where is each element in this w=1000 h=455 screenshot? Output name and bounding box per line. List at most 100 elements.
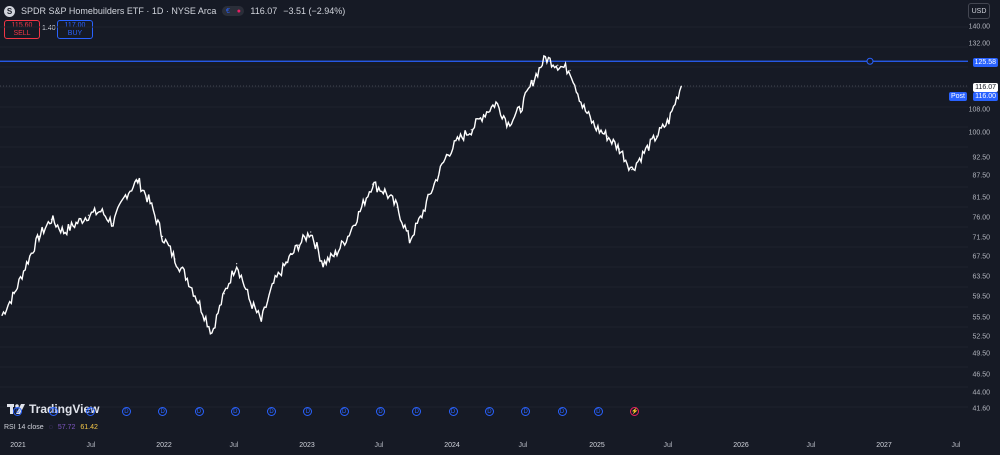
price-tick: 87.50 xyxy=(972,172,990,180)
dividend-marker[interactable]: D xyxy=(557,407,567,416)
sell-button[interactable]: 115.60 SELL xyxy=(4,20,40,39)
price-point xyxy=(63,231,65,233)
dividend-marker[interactable]: D xyxy=(194,407,204,416)
rsi-label: RSI 14 close xyxy=(4,424,44,431)
rsi-value-2: 61.42 xyxy=(80,424,98,431)
dividend-marker[interactable]: D xyxy=(339,407,349,416)
price-point xyxy=(483,113,485,116)
dividend-marker[interactable]: D xyxy=(593,407,603,416)
price-chart[interactable] xyxy=(0,0,968,430)
price-point xyxy=(297,244,299,246)
logo-text: TradingView xyxy=(29,402,100,416)
price-tick: 67.50 xyxy=(972,253,990,261)
time-tick: Jul xyxy=(663,442,673,449)
sell-price: 115.60 xyxy=(11,21,33,29)
time-tick: Jul xyxy=(374,442,384,449)
time-tick: Jul xyxy=(229,442,239,449)
time-tick: 2025 xyxy=(589,442,605,449)
price-point xyxy=(655,135,658,137)
price-point xyxy=(75,222,77,225)
price-point xyxy=(618,148,621,150)
last-quote: 116.07 xyxy=(250,6,278,16)
price-point xyxy=(211,332,213,334)
price-point xyxy=(507,123,509,125)
price-point xyxy=(13,293,15,295)
price-point xyxy=(495,102,497,104)
price-point xyxy=(38,235,40,237)
dividend-marker[interactable]: D xyxy=(230,407,240,416)
price-point xyxy=(87,214,90,216)
price-axis[interactable]: 140.00 132.00 108.00 100.00 92.50 87.50 81.50 7… xyxy=(960,0,1000,425)
price-point xyxy=(446,155,448,157)
price-point xyxy=(371,183,374,185)
post-market-badge: Post xyxy=(948,92,967,101)
eye-icon[interactable]: ● xyxy=(233,6,245,16)
rsi-legend[interactable]: RSI 14 close ◌ 57.72 61.42 xyxy=(4,424,98,431)
price-point xyxy=(186,277,188,279)
price-tick: 100.00 xyxy=(968,129,990,137)
currency-icon[interactable]: € xyxy=(222,6,234,16)
quote-change: −3.51 (−2.94%) xyxy=(283,6,346,16)
price-point xyxy=(532,80,534,82)
price-tick: 55.50 xyxy=(972,314,990,322)
currency-selector[interactable]: USD xyxy=(968,3,990,19)
price-tick: 63.50 xyxy=(972,273,990,281)
price-tick: 49.50 xyxy=(972,350,990,358)
time-tick: 2026 xyxy=(733,442,749,449)
price-point xyxy=(347,235,349,237)
header-pill[interactable]: € ● xyxy=(222,6,245,16)
price-point xyxy=(396,206,398,208)
price-tick: 81.50 xyxy=(972,194,990,202)
price-point xyxy=(223,293,225,295)
hline-price-label: 125.58 xyxy=(972,58,998,67)
price-tick: 59.50 xyxy=(972,293,990,301)
dividend-marker[interactable]: D xyxy=(85,407,95,416)
price-point xyxy=(631,168,633,171)
time-tick: Jul xyxy=(518,442,528,449)
dividend-marker[interactable]: D xyxy=(158,407,168,416)
price-series-line[interactable] xyxy=(1,54,682,335)
price-tick: 108.00 xyxy=(968,106,990,114)
symbol-header: S SPDR S&P Homebuilders ETF · 1D · NYSE … xyxy=(4,4,345,18)
hline-handle[interactable] xyxy=(866,57,874,65)
price-point xyxy=(100,210,102,212)
symbol-logo-icon: S xyxy=(4,5,15,17)
price-point xyxy=(668,119,670,122)
dividend-marker[interactable]: D xyxy=(303,407,313,416)
symbol-title[interactable]: SPDR S&P Homebuilders ETF · 1D · NYSE Ar… xyxy=(21,6,217,16)
price-point xyxy=(458,138,460,140)
dividend-marker[interactable]: D xyxy=(376,407,385,416)
price-tick: 41.60 xyxy=(972,405,990,413)
dividend-marker[interactable]: D xyxy=(484,407,494,416)
time-tick: 2023 xyxy=(299,442,315,449)
buy-button[interactable]: 117.00 BUY xyxy=(57,20,93,39)
dividend-marker[interactable]: D xyxy=(121,407,131,416)
dividend-marker[interactable]: D xyxy=(13,407,22,416)
price-point xyxy=(112,222,114,225)
dividend-marker[interactable]: D xyxy=(267,407,277,416)
price-point xyxy=(421,214,423,216)
price-point xyxy=(384,190,386,193)
price-point xyxy=(149,202,151,204)
dividend-marker[interactable]: D xyxy=(49,407,59,416)
price-point xyxy=(557,64,559,66)
earnings-flash-icon[interactable]: ⚡ xyxy=(630,407,640,416)
price-tick: 92.50 xyxy=(972,154,990,162)
time-tick: Jul xyxy=(951,442,961,449)
price-point xyxy=(174,258,176,260)
buy-price: 117.00 xyxy=(64,21,86,29)
price-point xyxy=(50,218,53,220)
dividend-marker[interactable]: D xyxy=(521,407,531,416)
price-point xyxy=(433,183,435,185)
dividend-marker[interactable]: D xyxy=(412,407,422,416)
price-tick: 76.00 xyxy=(972,214,990,222)
price-point xyxy=(199,303,201,305)
price-point xyxy=(606,135,608,137)
price-point xyxy=(643,151,645,153)
price-tick: 44.00 xyxy=(972,389,990,397)
dividend-marker[interactable]: D xyxy=(448,407,458,416)
time-tick: Jul xyxy=(86,442,96,449)
time-tick: 2021 xyxy=(10,442,26,449)
time-axis[interactable]: 2021 Jul 2022 Jul 2023 Jul 2024 Jul 2025 Jul 2026 J… xyxy=(0,438,990,455)
price-point xyxy=(124,194,127,196)
